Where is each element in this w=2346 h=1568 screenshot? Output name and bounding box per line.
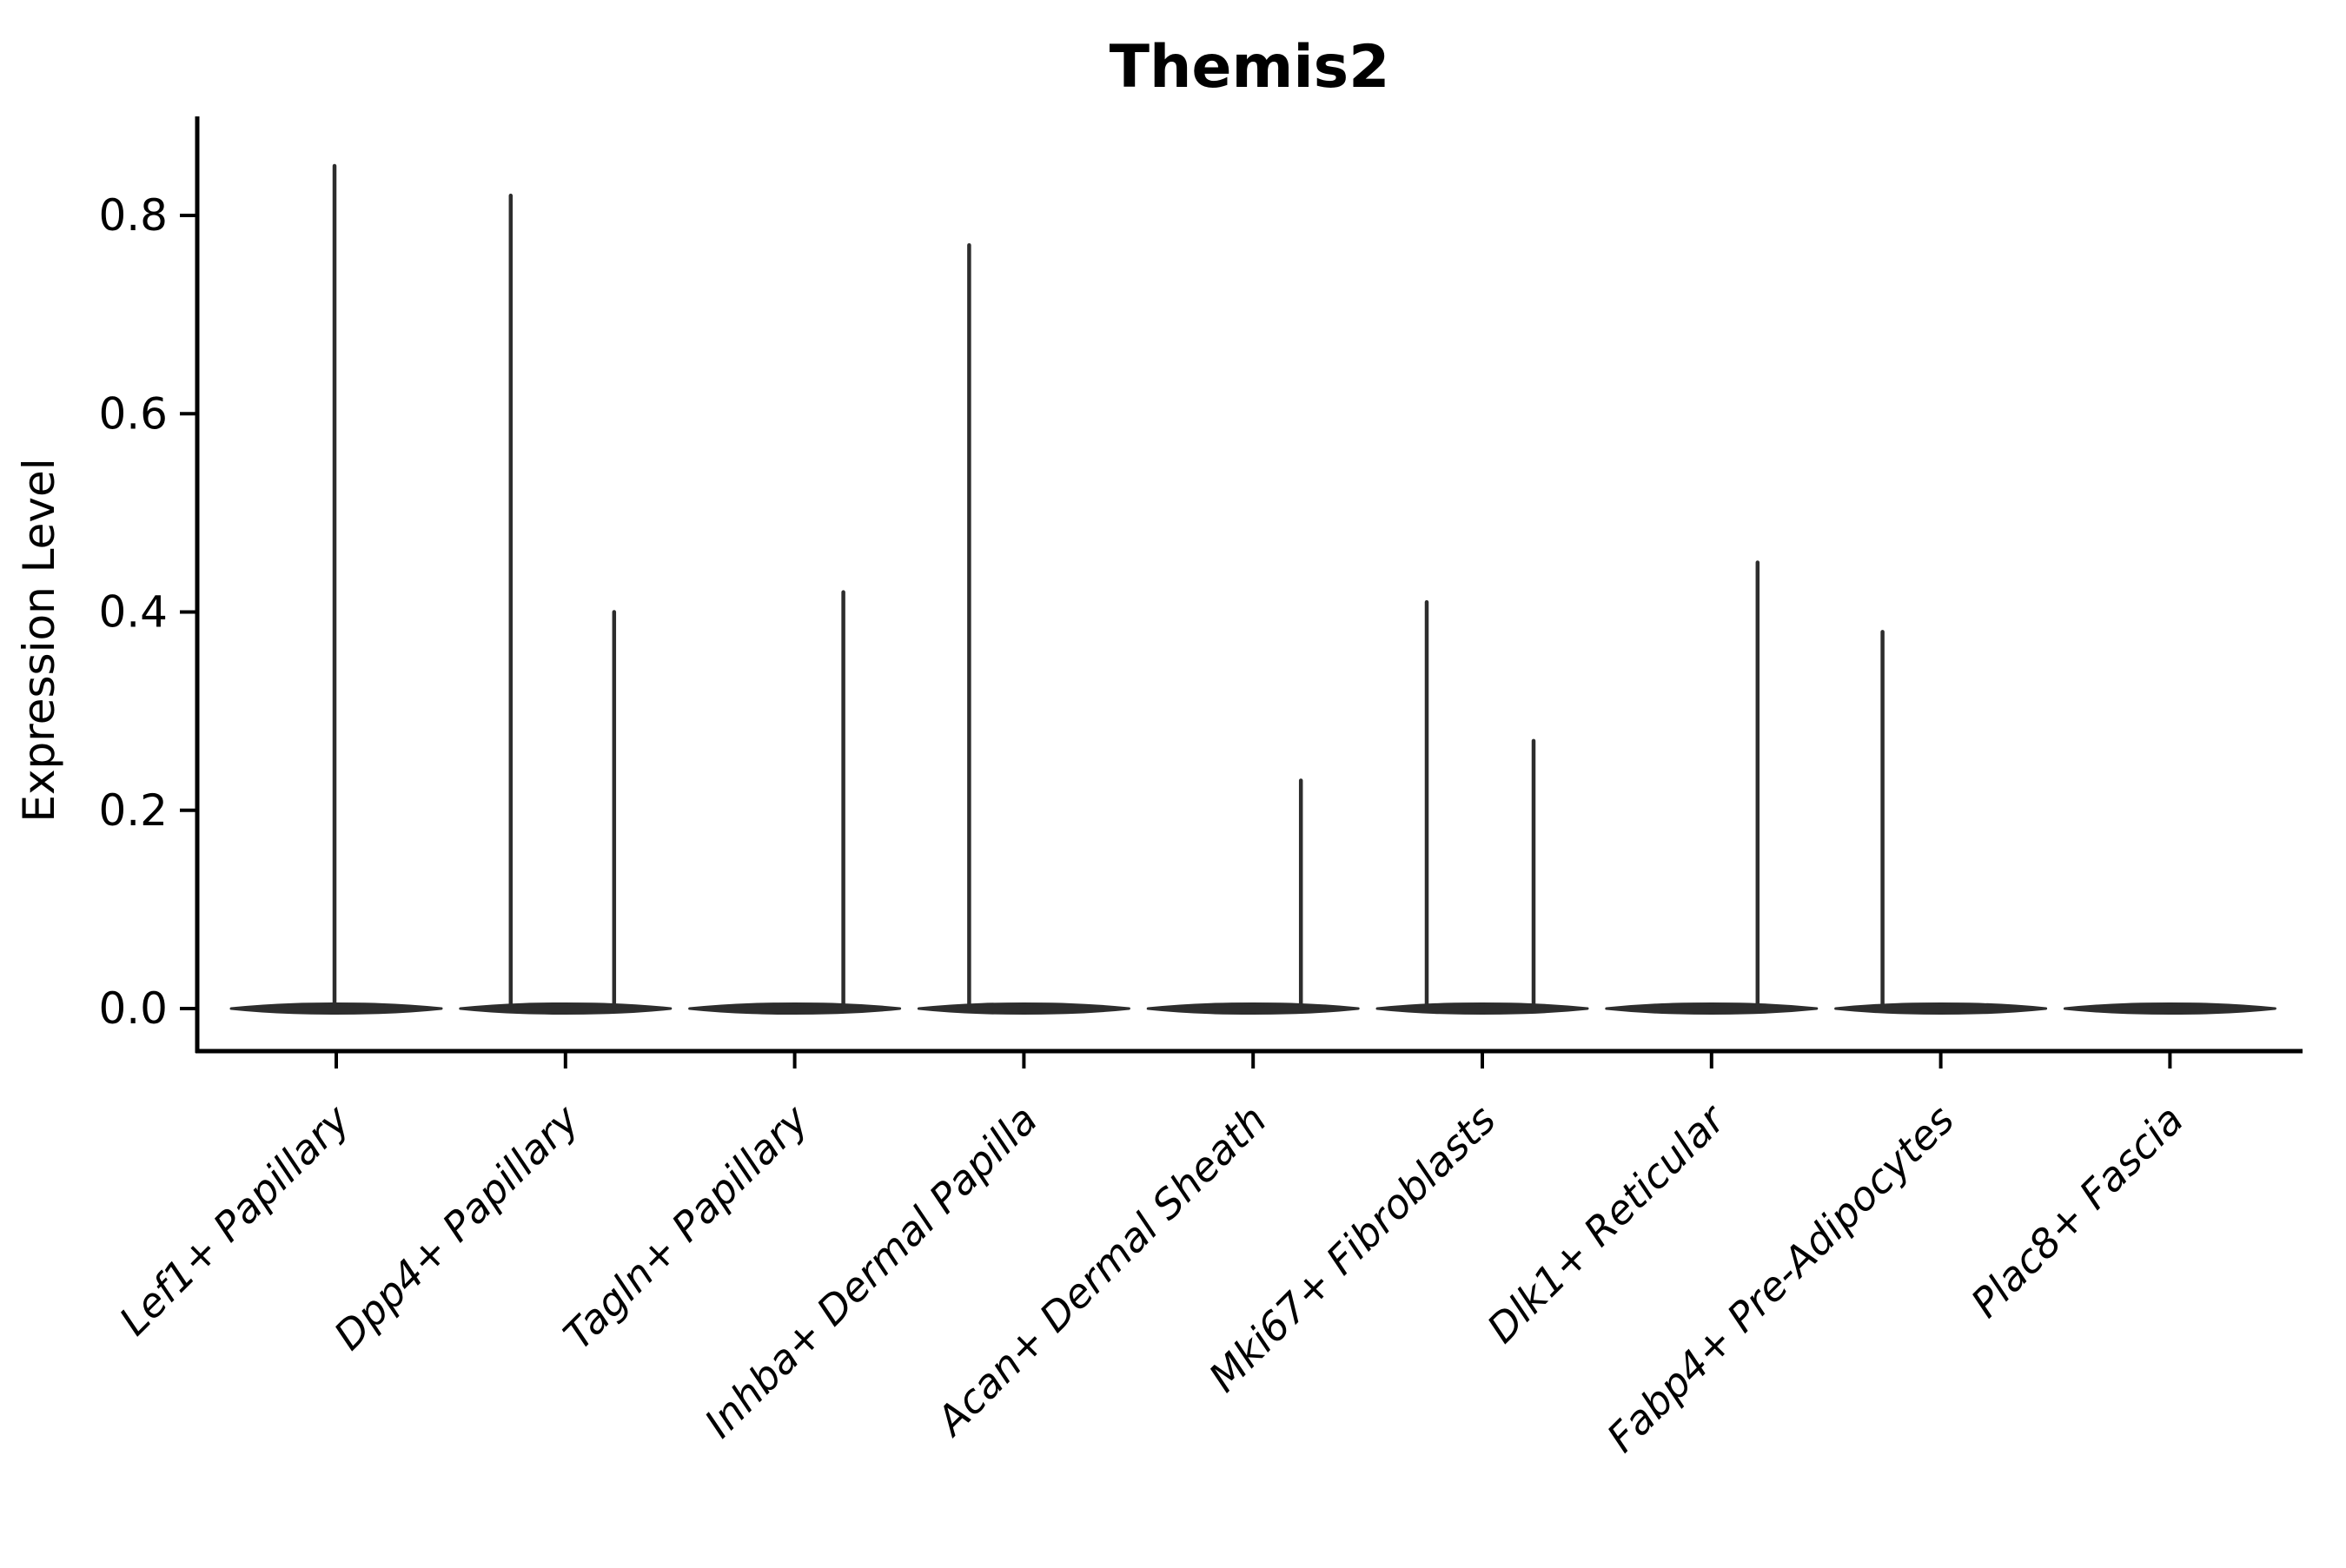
y-tick-label: 0.0 xyxy=(98,983,168,1034)
violin-body xyxy=(917,1002,1130,1015)
violin-series xyxy=(229,163,2276,1015)
violin-body xyxy=(1146,1002,1360,1015)
y-axis-ticks: 0.0 0.2 0.4 0.6 0.8 xyxy=(98,190,197,1034)
violin xyxy=(1605,560,1819,1015)
violin-body xyxy=(1834,1002,2048,1015)
y-tick-label: 0.4 xyxy=(98,587,168,638)
violin-body xyxy=(1605,1002,1819,1015)
violin-body xyxy=(2063,1002,2276,1015)
y-axis-label: Expression Level xyxy=(14,458,64,822)
violin-body xyxy=(459,1002,673,1015)
violin xyxy=(459,193,673,1015)
chart-title: Themis2 xyxy=(1110,33,1390,102)
violin xyxy=(917,242,1130,1015)
violin xyxy=(2063,1002,2276,1015)
violin xyxy=(1375,599,1589,1015)
violin xyxy=(1834,630,2048,1015)
violin-body xyxy=(1375,1002,1589,1015)
axes-spines xyxy=(195,116,2303,1054)
violin-body xyxy=(688,1002,902,1015)
y-tick-label: 0.6 xyxy=(98,388,168,439)
y-tick-label: 0.2 xyxy=(98,785,168,836)
violin xyxy=(1146,778,1360,1015)
y-tick-label: 0.8 xyxy=(98,190,168,241)
violin xyxy=(229,163,443,1015)
violin xyxy=(688,590,902,1015)
